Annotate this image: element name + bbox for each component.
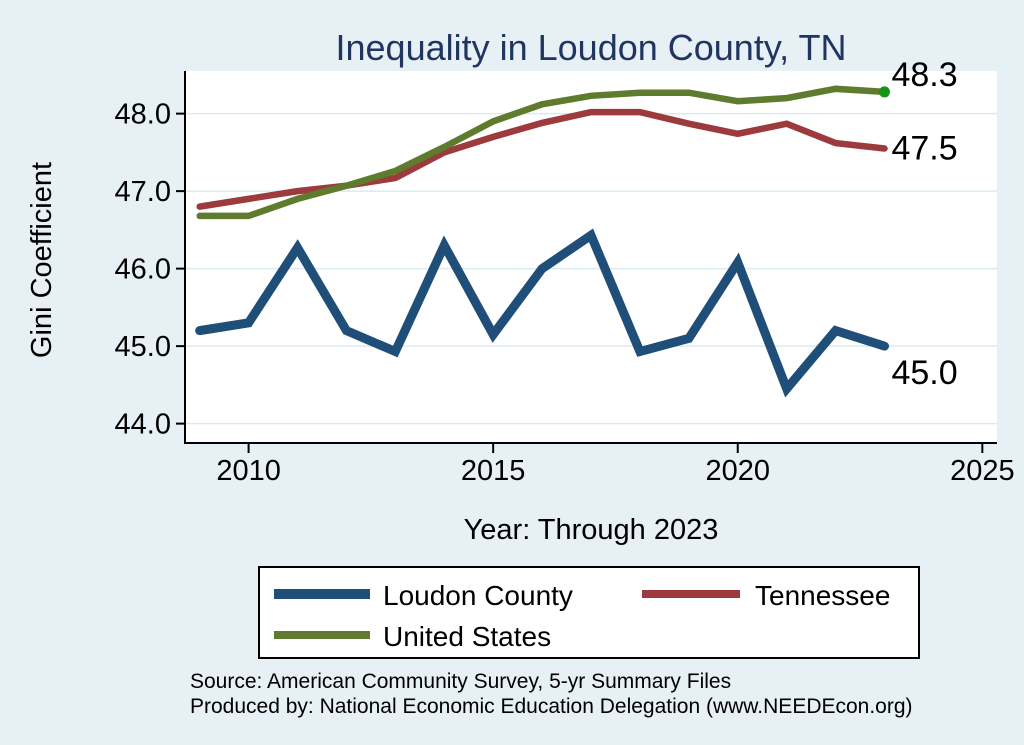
y-tick-label: 46.0 <box>115 254 171 286</box>
tennessee-swatch <box>642 590 740 598</box>
united-states-line <box>196 85 888 220</box>
legend-label-tennessee: Tennessee <box>755 580 891 611</box>
loudon-county-line <box>195 228 889 398</box>
x-tick-label: 2025 <box>950 455 1015 487</box>
tennessee-line <box>196 108 888 210</box>
legend-label-united-states: United States <box>383 621 552 652</box>
y-axis-title: Gini Coefficient <box>26 161 58 359</box>
united-states-end-label: 48.3 <box>891 56 957 94</box>
x-tick-label: 2010 <box>216 455 281 487</box>
y-tick-label: 47.0 <box>115 176 171 208</box>
y-tick-label: 44.0 <box>115 409 171 441</box>
produced-by-line: Produced by: National Economic Education… <box>190 694 913 718</box>
source-note: Source: American Community Survey, 5-yr … <box>190 670 990 719</box>
end-marker-dot <box>878 86 890 98</box>
y-tick-label: 45.0 <box>115 331 171 363</box>
legend: Loudon County Tennessee United States <box>258 566 920 659</box>
united-states-swatch <box>274 631 370 639</box>
source-line: Source: American Community Survey, 5-yr … <box>190 670 732 693</box>
chart-title: Inequality in Loudon County, TN <box>335 27 847 68</box>
loudon-county-end-label: 45.0 <box>891 354 957 392</box>
x-tick-label: 2020 <box>705 455 770 487</box>
x-tick-label: 2015 <box>461 455 526 487</box>
y-tick-label: 48.0 <box>115 99 171 131</box>
plot-area <box>185 71 997 443</box>
tennessee-end-label: 47.5 <box>891 130 957 168</box>
legend-label-loudon-county: Loudon County <box>383 580 573 611</box>
loudon-county-swatch <box>274 589 370 599</box>
x-axis-title: Year: Through 2023 <box>463 514 719 546</box>
